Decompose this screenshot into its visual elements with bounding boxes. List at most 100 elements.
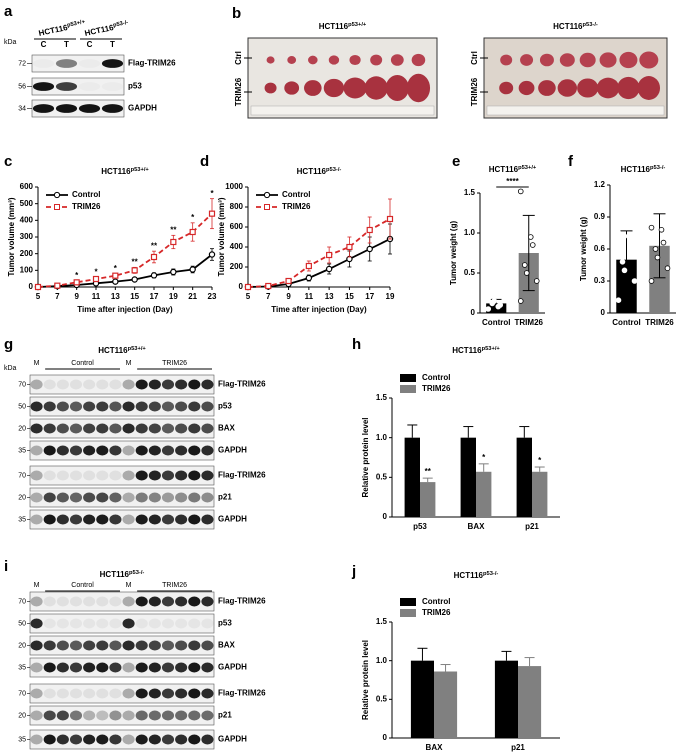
panel-letter: e bbox=[452, 153, 460, 170]
legend-swatch bbox=[400, 609, 416, 617]
band-label: p21 bbox=[218, 711, 232, 720]
blot-band bbox=[201, 618, 214, 629]
blot-band bbox=[30, 379, 43, 390]
kda-value: 50 bbox=[18, 620, 26, 627]
lane-label: C bbox=[87, 40, 93, 49]
chart-title: HCT116p53+/+ bbox=[101, 167, 149, 177]
text-superscript: p53-/- bbox=[326, 167, 341, 173]
blot-band bbox=[69, 688, 83, 699]
legend-swatch bbox=[400, 598, 416, 606]
text-main: HCT116 bbox=[297, 167, 327, 176]
chart-title: HCT116p53-/- bbox=[621, 165, 666, 175]
tumor bbox=[284, 81, 300, 95]
y-tick-label: 0.9 bbox=[594, 212, 606, 221]
photo-frame bbox=[247, 37, 438, 119]
blot-band bbox=[96, 423, 109, 434]
significance: * bbox=[482, 453, 486, 462]
y-tick-label: 200 bbox=[20, 249, 34, 258]
blot-band bbox=[109, 710, 122, 721]
blot-band bbox=[56, 710, 69, 721]
blot-band bbox=[175, 514, 188, 525]
blot-band bbox=[30, 423, 43, 434]
blot-band bbox=[83, 734, 96, 745]
row-label: Ctrl bbox=[234, 51, 243, 65]
blot-band bbox=[175, 445, 188, 456]
y-tick-label: 0 bbox=[383, 512, 388, 521]
blot-band bbox=[43, 662, 56, 673]
x-tick-label: 11 bbox=[305, 292, 314, 301]
blot-band bbox=[83, 640, 96, 651]
x-tick-label: 15 bbox=[345, 292, 354, 301]
blot-band bbox=[188, 514, 201, 525]
blot-band bbox=[43, 618, 56, 629]
blot-band bbox=[161, 401, 175, 412]
y-tick-label: 0 bbox=[239, 282, 244, 291]
blot-band bbox=[135, 401, 148, 412]
tumor bbox=[304, 80, 322, 96]
blot-band bbox=[135, 423, 148, 434]
blot-band bbox=[109, 445, 122, 456]
blot-band bbox=[188, 710, 201, 721]
marker bbox=[386, 215, 394, 223]
tumor bbox=[539, 53, 554, 67]
blot-band bbox=[122, 445, 135, 456]
data-point bbox=[529, 242, 536, 248]
blot-band bbox=[175, 618, 188, 629]
blot-band bbox=[43, 688, 56, 699]
blot-band bbox=[96, 618, 109, 629]
x-tick-label: p53 bbox=[413, 522, 427, 531]
data-point bbox=[654, 254, 661, 261]
marker bbox=[285, 277, 292, 285]
text-main: HCT116 bbox=[452, 346, 482, 355]
group-label: TRIM26 bbox=[162, 582, 187, 589]
panel-letter: i bbox=[4, 558, 8, 575]
tumor bbox=[287, 56, 297, 64]
kda-value: 70 bbox=[18, 381, 26, 388]
blot-band bbox=[122, 640, 135, 651]
blot-band bbox=[56, 596, 69, 607]
blot-band bbox=[122, 423, 135, 434]
x-tick-label: 7 bbox=[55, 292, 60, 301]
blot-band bbox=[69, 596, 83, 607]
blot-band bbox=[188, 379, 201, 390]
y-tick-label: 400 bbox=[20, 215, 34, 224]
blot-band bbox=[201, 401, 214, 412]
blot-band bbox=[56, 401, 69, 412]
tumor bbox=[308, 55, 318, 65]
marker bbox=[346, 243, 353, 251]
blot-band bbox=[30, 618, 43, 629]
tumor bbox=[385, 75, 409, 101]
blot-band bbox=[161, 596, 175, 607]
series-line bbox=[37, 213, 213, 288]
blot-band bbox=[201, 710, 214, 721]
y-tick-label: 0 bbox=[471, 308, 476, 317]
blot-band bbox=[175, 688, 188, 699]
blot-band bbox=[83, 688, 96, 699]
y-tick-label: 600 bbox=[230, 222, 244, 231]
blot-band bbox=[161, 470, 175, 481]
blot-band bbox=[43, 423, 56, 434]
blot-band bbox=[43, 492, 56, 503]
bar bbox=[649, 245, 670, 313]
blot-band bbox=[122, 379, 135, 390]
y-axis-label: Relative protein level bbox=[361, 417, 370, 497]
blot-band bbox=[96, 662, 109, 673]
x-tick-label: 5 bbox=[246, 292, 251, 301]
tumor bbox=[639, 51, 659, 69]
blot-band bbox=[175, 734, 188, 745]
marker bbox=[208, 210, 216, 217]
lane-label: T bbox=[110, 40, 115, 49]
blot-band bbox=[30, 470, 43, 481]
kda-label: kDa bbox=[4, 365, 17, 372]
blot-band bbox=[109, 662, 122, 673]
marker bbox=[305, 274, 313, 282]
band-label: Flag-TRIM26 bbox=[218, 597, 266, 606]
blot-band bbox=[161, 734, 175, 745]
tumor bbox=[518, 80, 535, 96]
group-label: Control bbox=[71, 360, 94, 367]
photo-title: HCT116p53+/+ bbox=[319, 22, 367, 32]
blot-band bbox=[135, 734, 148, 745]
data-point bbox=[625, 233, 632, 240]
